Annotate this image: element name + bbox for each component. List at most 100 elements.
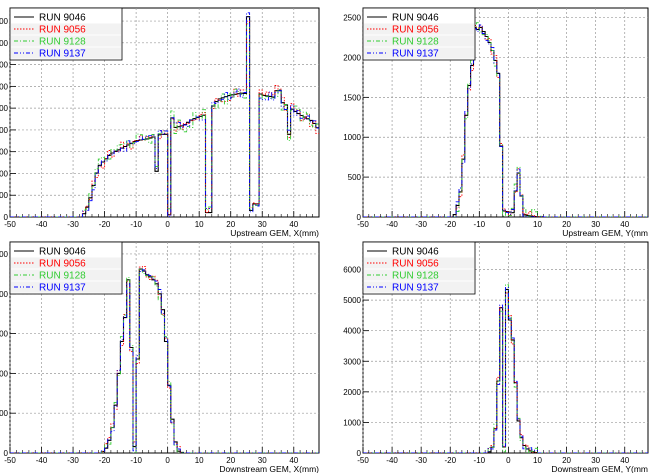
- x-axis-label: Upstream GEM, Y(mm: [562, 228, 648, 238]
- y-tick-label: 1000: [343, 418, 361, 427]
- y-tick-label: 6000: [343, 266, 361, 275]
- x-tick-label: 10: [195, 456, 204, 465]
- legend-label: RUN 9046: [392, 13, 439, 24]
- x-tick-label: -50: [4, 456, 16, 465]
- legend-label: RUN 9046: [39, 13, 86, 24]
- x-tick-label: 10: [195, 220, 204, 229]
- legend-label: RUN 9137: [392, 49, 439, 60]
- x-tick-label: -30: [67, 220, 79, 229]
- y-tick-label: 00: [0, 126, 9, 135]
- x-tick-label: 40: [289, 220, 298, 229]
- legend-row-bg: [11, 269, 121, 281]
- legend-row-bg: [11, 281, 121, 293]
- x-tick-label: -30: [67, 456, 79, 465]
- legend-row-bg: [364, 281, 474, 293]
- series-line-run-9137: [10, 12, 319, 217]
- x-tick-label: 0: [506, 220, 511, 229]
- y-tick-label: 700: [0, 61, 9, 70]
- y-tick-label: 2000: [343, 53, 361, 62]
- x-tick-label: -30: [415, 220, 427, 229]
- x-tick-label: -30: [415, 456, 427, 465]
- x-tick-label: 10: [533, 456, 542, 465]
- y-tick-label: 00: [0, 104, 9, 113]
- x-tick-label: -20: [99, 220, 111, 229]
- x-tick-label: 20: [226, 456, 235, 465]
- x-tick-label: -10: [474, 220, 486, 229]
- legend-row-bg: [364, 257, 474, 269]
- legend-label: RUN 9056: [39, 259, 86, 270]
- x-tick-label: 40: [620, 220, 629, 229]
- histogram-panel-2: -50 -40 -30 -20 -10 0 10 20 30 40 0 500 1000 1500 2000…: [343, 7, 649, 238]
- y-tick-label: 00: [0, 191, 9, 200]
- y-tick-label: 500: [0, 250, 9, 259]
- x-tick-label: -40: [386, 456, 398, 465]
- legend-row-bg: [364, 47, 474, 59]
- series-line-run-9137: [363, 287, 648, 453]
- y-tick-label: 3000: [343, 357, 361, 366]
- legend-row-bg: [11, 47, 121, 59]
- y-tick-label: 00: [0, 169, 9, 178]
- legend-label: RUN 9056: [39, 25, 86, 36]
- x-tick-label: 30: [258, 456, 267, 465]
- y-tick-label: 1500: [343, 93, 361, 102]
- y-tick-label: 00: [0, 82, 9, 91]
- x-tick-label: -40: [36, 220, 48, 229]
- x-tick-label: -20: [444, 456, 456, 465]
- x-tick-label: -50: [357, 456, 369, 465]
- legend-row-bg: [11, 35, 121, 47]
- y-tick-label: 1000: [343, 133, 361, 142]
- y-tick-label: 00: [0, 148, 9, 157]
- legend-row-bg: [364, 23, 474, 35]
- legend-label: RUN 9137: [39, 49, 86, 60]
- histogram-panel-4: -50 -40 -30 -20 -10 0 10 20 30 40 0 1000 2000 3000 400…: [343, 241, 649, 473]
- x-tick-label: 0: [165, 456, 170, 465]
- legend-row-bg: [364, 35, 474, 47]
- x-tick-label: -40: [386, 220, 398, 229]
- series-line-run-9128: [10, 269, 319, 453]
- series-line-run-9046: [10, 268, 319, 453]
- x-axis-label: Upstream GEM, X(mm): [230, 228, 319, 238]
- x-tick-label: 20: [226, 220, 235, 229]
- series-line-run-9046: [363, 288, 648, 453]
- y-tick-label: 500: [348, 173, 362, 182]
- y-tick-label: 0: [357, 213, 362, 222]
- legend-label: RUN 9128: [392, 271, 439, 282]
- series-line-run-9046: [363, 26, 648, 217]
- histogram-panel-3: -50 -40 -30 -20 -10 0 10 20 30 40 0 500 000 500 000 500…: [0, 241, 320, 473]
- y-tick-label: 2000: [343, 388, 361, 397]
- y-tick-label: 000: [0, 369, 9, 378]
- x-tick-label: 30: [591, 220, 600, 229]
- y-tick-label: 500: [0, 330, 9, 339]
- histogram-panel-1: -50-40-30-20-100102030400000000000000700…: [0, 7, 320, 238]
- y-tick-label: 4000: [343, 327, 361, 336]
- x-tick-label: 40: [289, 456, 298, 465]
- y-tick-label: 0: [4, 449, 9, 458]
- legend-label: RUN 9137: [39, 283, 86, 294]
- y-tick-label: 0: [4, 213, 9, 222]
- x-tick-label: -50: [4, 220, 16, 229]
- y-tick-label: 00: [0, 39, 9, 48]
- x-tick-label: 10: [533, 220, 542, 229]
- x-tick-label: -20: [444, 220, 456, 229]
- x-tick-label: 0: [506, 456, 511, 465]
- y-tick-label: 2500: [343, 14, 361, 23]
- x-tick-label: 20: [562, 456, 571, 465]
- x-tick-label: 30: [591, 456, 600, 465]
- legend-label: RUN 9056: [392, 259, 439, 270]
- legend-label: RUN 9128: [39, 271, 86, 282]
- legend-label: RUN 9046: [392, 247, 439, 258]
- legend-row-bg: [364, 269, 474, 281]
- x-tick-label: -10: [474, 456, 486, 465]
- series-line-run-9056: [10, 265, 319, 453]
- y-tick-label: 000: [0, 290, 9, 299]
- x-tick-label: 0: [165, 220, 170, 229]
- x-tick-label: -50: [357, 220, 369, 229]
- x-tick-label: -10: [130, 456, 142, 465]
- x-axis-label: Downstream GEM, X(mm): [219, 464, 319, 473]
- legend-label: RUN 9056: [392, 25, 439, 36]
- x-tick-label: 20: [562, 220, 571, 229]
- legend-label: RUN 9128: [392, 37, 439, 48]
- x-tick-label: -20: [99, 456, 111, 465]
